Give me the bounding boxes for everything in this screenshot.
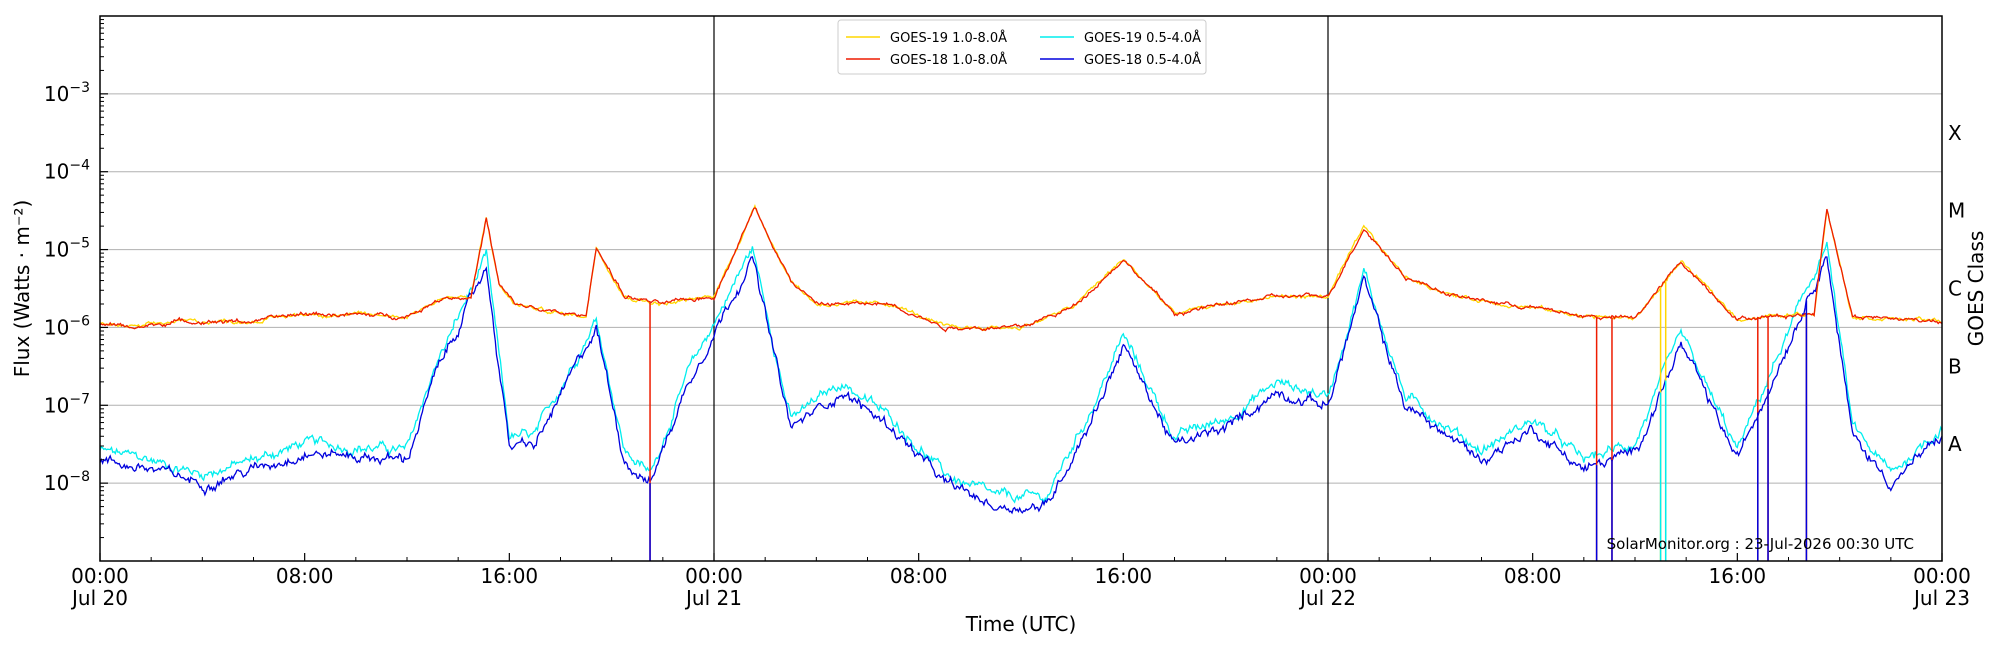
x-tick-date: Jul 23 (1912, 586, 1970, 610)
legend: GOES-19 1.0-8.0Å GOES-18 1.0-8.0Å GOES-19 … (837, 19, 1207, 75)
x-tick-time: 16:00 (1709, 564, 1767, 588)
y-tick-label: 10−7 (44, 391, 90, 417)
goes-class-c: C (1948, 277, 1962, 301)
goes-class-a: A (1948, 432, 1962, 456)
y-axis-right-label: GOES Class (1964, 231, 1988, 347)
y-tick-label: 10−4 (44, 158, 90, 184)
x-tick-time: 16:00 (481, 564, 539, 588)
legend-entry: GOES-18 1.0-8.0Å (890, 52, 1007, 68)
series-lines (99, 203, 1943, 561)
y-axis-label: Flux (Watts · m⁻²) (10, 200, 34, 378)
x-tick-time: 08:00 (276, 564, 334, 588)
x-tick-time: 00:00 (71, 564, 129, 588)
y-tick-label: 10−5 (44, 236, 90, 262)
legend-entry: GOES-19 0.5-4.0Å (1084, 30, 1201, 46)
series-line-goes19-short (99, 241, 1943, 504)
legend-box (837, 19, 1207, 75)
x-tick-time: 00:00 (1913, 564, 1971, 588)
x-tick-date: Jul 21 (684, 586, 742, 610)
y-tick-label: 10−8 (44, 469, 90, 495)
goes-class-m: M (1948, 199, 1965, 223)
x-tick-time: 00:00 (1299, 564, 1357, 588)
legend-entry: GOES-18 0.5-4.0Å (1084, 52, 1201, 68)
day-boundary-lines (713, 16, 1329, 561)
x-tick-time: 08:00 (890, 564, 948, 588)
x-tick-time: 08:00 (1504, 564, 1562, 588)
goes-class-b: B (1948, 354, 1962, 378)
x-axis-label: Time (UTC) (965, 612, 1077, 636)
y-tick-label: 10−6 (44, 313, 90, 339)
watermark-text: SolarMonitor.org : 23-Jul-2026 00:30 UTC (1607, 535, 1914, 553)
x-tick-date: Jul 22 (1298, 586, 1356, 610)
legend-entry: GOES-19 1.0-8.0Å (890, 30, 1007, 46)
goes-class-labels: A B C M X (1948, 121, 1965, 456)
series-line-goes18-long (99, 207, 1943, 333)
y-axis-ticks: 10−8 10−7 10−6 10−5 10−4 10−3 (44, 19, 108, 539)
x-tick-date: Jul 20 (70, 586, 128, 610)
goes-class-x: X (1948, 121, 1962, 145)
y-tick-label: 10−3 (44, 80, 90, 106)
series-line-goes18-short (99, 256, 1943, 515)
x-tick-time: 16:00 (1095, 564, 1153, 588)
x-tick-time: 00:00 (685, 564, 743, 588)
